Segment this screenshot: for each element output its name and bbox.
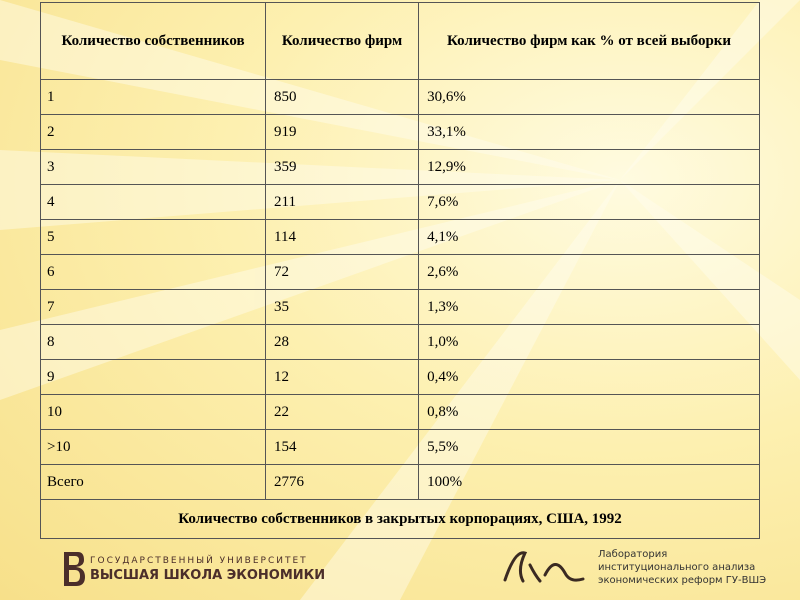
lab-line: институционального анализа [598, 562, 756, 573]
table-cell: 100% [418, 464, 760, 500]
table-row: 6 72 2,6% [39, 254, 760, 290]
table-cell: 4 [39, 184, 267, 220]
table-row: 7 35 1,3% [39, 289, 760, 325]
table-row: 2 919 33,1% [39, 114, 760, 150]
lab-logo [503, 551, 585, 583]
table-cell: 4,1% [418, 219, 760, 255]
header-row: Количество собственников Количество фирм К… [39, 2, 760, 80]
header-cell: Количество фирм [265, 2, 420, 80]
table-cell: Всего [39, 464, 267, 500]
table-cell: 6 [39, 254, 267, 290]
logo-mark [64, 552, 85, 586]
table-cell: 72 [265, 254, 420, 290]
lab-line: Лаборатория [598, 549, 668, 560]
table-cell: 1,0% [418, 324, 760, 360]
table-cell: 9 [39, 359, 267, 395]
table-cell: 2 [39, 114, 267, 150]
table-cell: 7 [39, 289, 267, 325]
table-row: 5 114 4,1% [39, 219, 760, 255]
table-cell: 28 [265, 324, 420, 360]
table-cell: 35 [265, 289, 420, 325]
table-row: Всего 2776 100% [39, 464, 760, 500]
table-cell: 114 [265, 219, 420, 255]
table-cell: 0,4% [418, 359, 760, 395]
table-row: >10 154 5,5% [39, 429, 760, 465]
table-row: 4 211 7,6% [39, 184, 760, 220]
table-cell: 154 [265, 429, 420, 465]
table-cell: 359 [265, 149, 420, 185]
table-cell: 5,5% [418, 429, 760, 465]
table-cell: 10 [39, 394, 267, 430]
lab-line: экономических реформ ГУ-ВШЭ [598, 575, 767, 586]
table-row: 3 359 12,9% [39, 149, 760, 185]
table-cell: 919 [265, 114, 420, 150]
table-cell: 0,8% [418, 394, 760, 430]
table-row: 9 12 0,4% [39, 359, 760, 395]
header-cell: Количество фирм как % от всей выборки [418, 2, 760, 80]
table-cell: 1,3% [418, 289, 760, 325]
lab-name: Лаборатория институционального анализа эко… [598, 548, 766, 590]
table-row: 1 850 30,6% [39, 79, 760, 115]
table-caption: Количество собственников в закрытых корп… [40, 499, 760, 539]
university-name-top: ГОСУДАРСТВЕННЫЙ УНИВЕРСИТЕТ [90, 556, 308, 566]
university-name-bottom: ВЫСШАЯ ШКОЛА ЭКОНОМИКИ [90, 568, 326, 583]
table-cell: 5 [39, 219, 267, 255]
table-cell: 12 [265, 359, 420, 395]
table-cell: 8 [39, 324, 267, 360]
table-cell: 2776 [265, 464, 420, 500]
table-cell: 33,1% [418, 114, 760, 150]
table-cell: 850 [265, 79, 420, 115]
table-cell: 7,6% [418, 184, 760, 220]
table-cell: 30,6% [418, 79, 760, 115]
table-cell: 22 [265, 394, 420, 430]
data-table: Количество собственников Количество фирм К… [39, 2, 760, 539]
header-cell: Количество собственников [39, 2, 267, 80]
table-cell: 211 [265, 184, 420, 220]
table-cell: 3 [39, 149, 267, 185]
caption-row: Количество собственников в закрытых корп… [40, 499, 760, 539]
table-cell: 12,9% [418, 149, 760, 185]
table-row: 8 28 1,0% [39, 324, 760, 360]
table-row: 10 22 0,8% [39, 394, 760, 430]
table-cell: 1 [39, 79, 267, 115]
table-cell: 2,6% [418, 254, 760, 290]
table-cell: >10 [39, 429, 267, 465]
